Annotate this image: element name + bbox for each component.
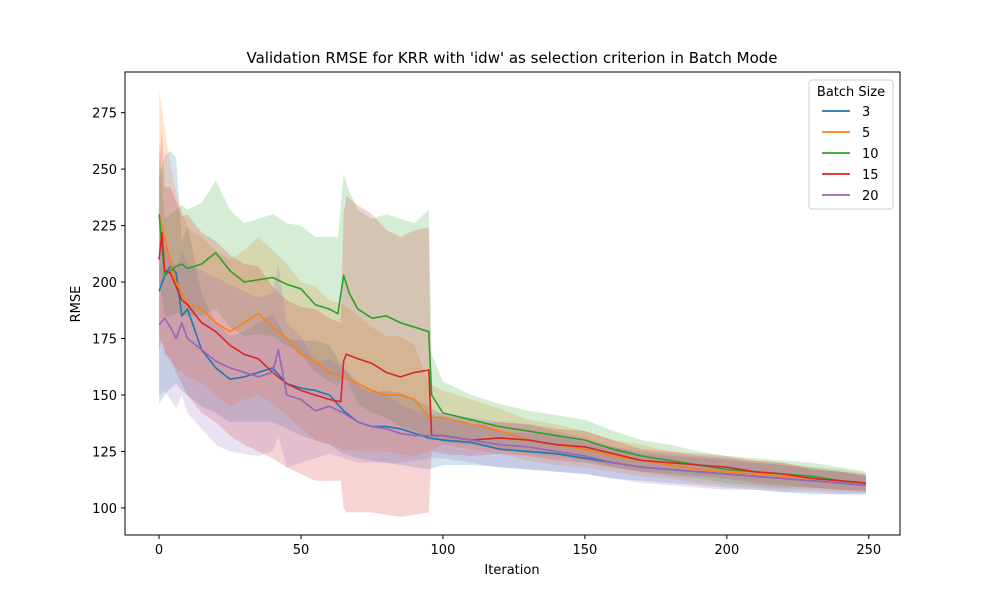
- x-axis-label: Iteration: [484, 563, 539, 578]
- x-tick-label: 50: [293, 543, 310, 558]
- legend-label-10: 10: [862, 147, 879, 162]
- legend-label-20: 20: [862, 189, 879, 204]
- y-tick-label: 125: [92, 445, 117, 460]
- series-line-20: [158, 317, 866, 487]
- x-tick-label: 100: [431, 543, 456, 558]
- confidence-band-15: [159, 128, 866, 517]
- legend: Batch Size 3 5 10 15 20: [808, 79, 894, 210]
- y-axis: 100 125 150 175 200 225 250 275: [92, 107, 125, 517]
- series-line-10: [158, 214, 866, 484]
- y-axis-label: RMSE: [69, 286, 84, 323]
- x-tick-label: 200: [714, 543, 739, 558]
- series-line-5: [158, 214, 866, 484]
- y-tick-label: 225: [92, 220, 117, 235]
- y-tick-label: 150: [92, 389, 117, 404]
- legend-label-15: 15: [862, 168, 879, 183]
- series-line-15: [158, 231, 866, 484]
- chart-title: Validation RMSE for KRR with 'idw' as se…: [246, 49, 777, 67]
- legend-label-5: 5: [862, 126, 870, 141]
- plot-area-frame: [124, 71, 901, 536]
- confidence-band-10: [159, 142, 866, 490]
- y-tick-label: 275: [92, 107, 117, 122]
- y-tick-label: 250: [92, 163, 117, 178]
- y-tick-label: 175: [92, 333, 117, 348]
- series-lines: [158, 214, 866, 487]
- y-tick-label: 100: [92, 502, 117, 517]
- confidence-band-20: [159, 245, 866, 495]
- y-tick-label: 200: [92, 276, 117, 291]
- confidence-band-5: [159, 90, 866, 493]
- legend-label-3: 3: [862, 105, 870, 120]
- legend-title: Batch Size: [817, 85, 885, 100]
- x-axis: 0 50 100 150 200 250: [155, 535, 881, 558]
- x-tick-label: 150: [572, 543, 597, 558]
- x-tick-label: 250: [856, 543, 881, 558]
- x-tick-label: 0: [155, 543, 163, 558]
- legend-box: [808, 79, 894, 210]
